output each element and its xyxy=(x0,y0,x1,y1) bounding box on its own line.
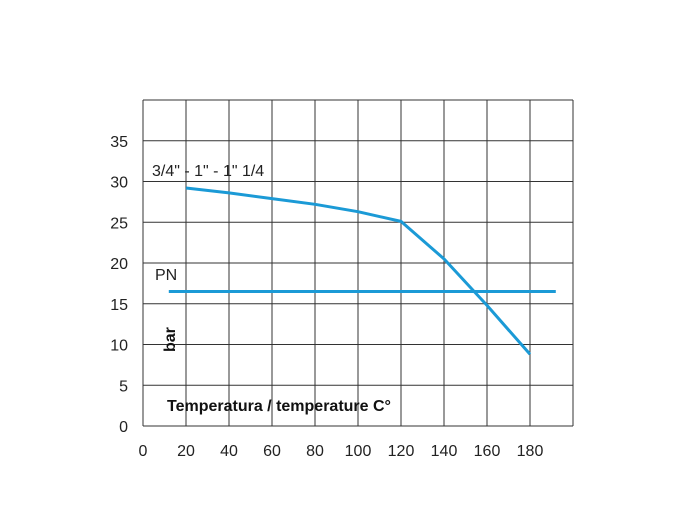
x-tick-label: 100 xyxy=(345,443,372,460)
series-label-sizes: 3/4" - 1" - 1" 1/4 xyxy=(152,163,264,180)
y-tick-label: 35 xyxy=(110,134,128,151)
x-tick-label: 20 xyxy=(177,443,195,460)
series-group xyxy=(168,186,556,356)
x-tick-label: 80 xyxy=(306,443,324,460)
y-tick-label: 0 xyxy=(119,419,128,436)
y-tick-label: 15 xyxy=(110,297,128,314)
y-tick-label: 10 xyxy=(110,338,128,355)
x-tick-label: 180 xyxy=(517,443,544,460)
y-axis-ticks: 0 5 10 15 20 25 30 35 xyxy=(110,134,128,436)
series-line-1 xyxy=(185,186,532,356)
grid xyxy=(142,99,574,427)
y-tick-label: 30 xyxy=(110,175,128,192)
x-tick-label: 120 xyxy=(388,443,415,460)
x-axis-label: Temperatura / temperature C° xyxy=(167,398,391,415)
y-tick-label: 25 xyxy=(110,215,128,232)
x-tick-label: 60 xyxy=(263,443,281,460)
y-tick-label: 20 xyxy=(110,256,128,273)
x-tick-label: 0 xyxy=(139,443,148,460)
series-label-pn: PN xyxy=(155,267,177,284)
x-tick-label: 40 xyxy=(220,443,238,460)
y-axis-label: bar xyxy=(162,327,179,352)
x-tick-label: 140 xyxy=(431,443,458,460)
y-tick-label: 5 xyxy=(119,378,128,395)
x-axis-ticks: 0 20 40 60 80 100 120 140 160 180 xyxy=(139,443,544,460)
x-tick-label: 160 xyxy=(474,443,501,460)
